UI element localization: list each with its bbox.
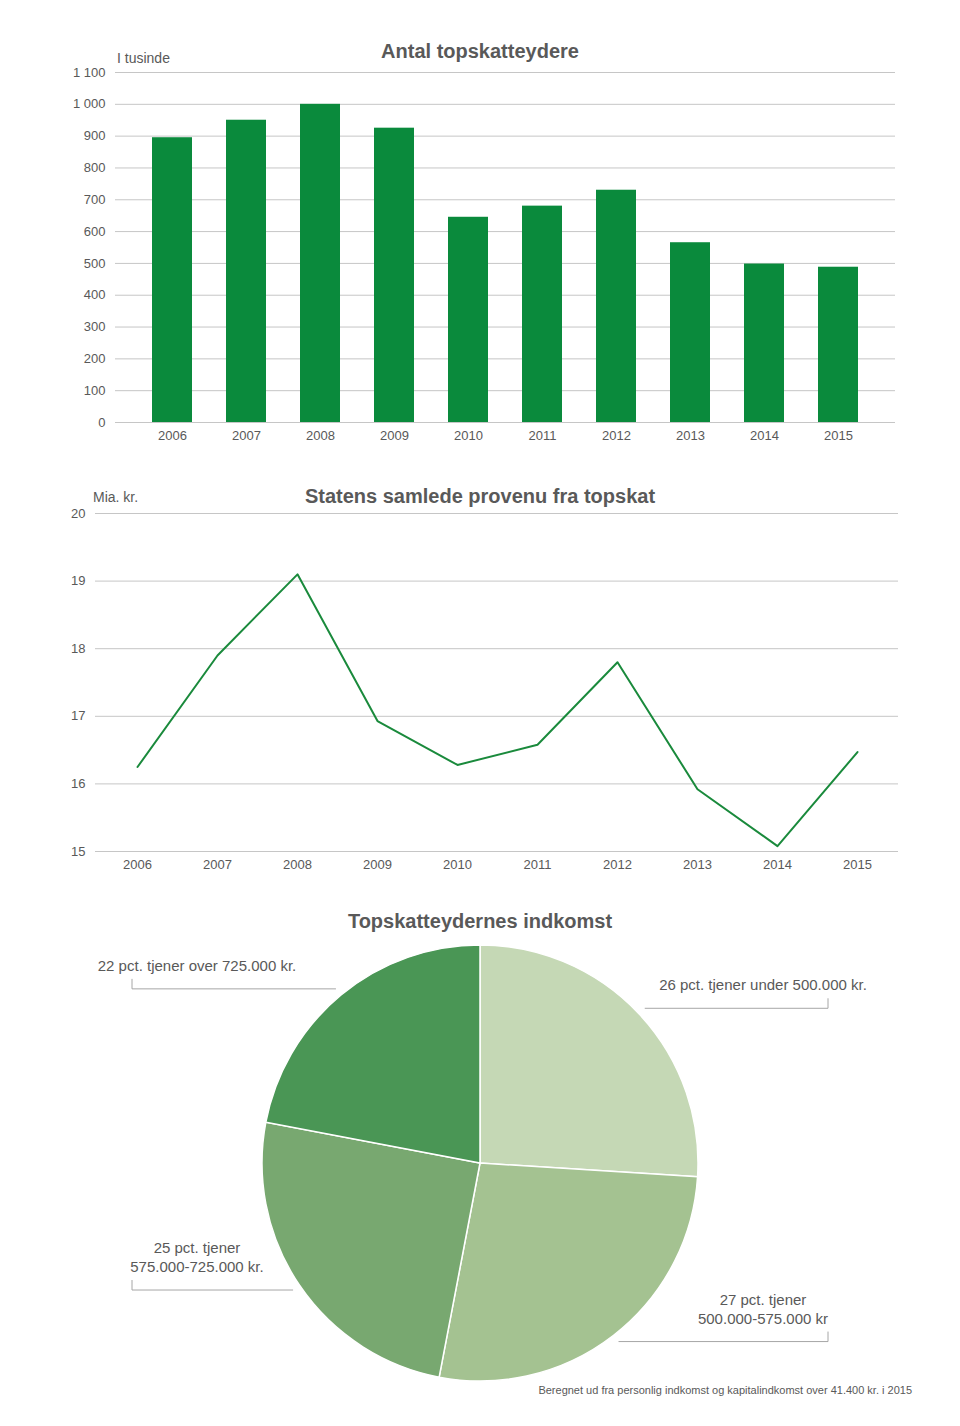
svg-text:2015: 2015 bbox=[843, 857, 872, 872]
svg-text:17: 17 bbox=[71, 708, 85, 723]
svg-text:27 pct. tjener500.000-575.000: 27 pct. tjener500.000-575.000 kr bbox=[698, 1291, 828, 1327]
svg-text:2013: 2013 bbox=[683, 857, 712, 872]
svg-text:2012: 2012 bbox=[603, 857, 632, 872]
svg-text:18: 18 bbox=[71, 641, 85, 656]
html-text:Topskatteydernes indkomst: Topskatteydernes indkomst bbox=[347, 910, 613, 932]
svg-text:2014: 2014 bbox=[763, 857, 792, 872]
svg-text:2013: 2013 bbox=[676, 428, 705, 443]
svg-text:600: 600 bbox=[84, 224, 106, 239]
svg-text:0: 0 bbox=[98, 415, 105, 430]
svg-text:2010: 2010 bbox=[454, 428, 483, 443]
svg-text:700: 700 bbox=[84, 192, 106, 207]
svg-text:900: 900 bbox=[84, 128, 106, 143]
svg-text:19: 19 bbox=[71, 573, 85, 588]
svg-text:20: 20 bbox=[71, 506, 85, 521]
svg-text:1 100: 1 100 bbox=[73, 65, 106, 80]
svg-text:2012: 2012 bbox=[602, 428, 631, 443]
svg-text:2006: 2006 bbox=[158, 428, 187, 443]
html-text:I tusinde: I tusinde bbox=[117, 50, 170, 66]
svg-text:400: 400 bbox=[84, 287, 106, 302]
svg-text:2007: 2007 bbox=[203, 857, 232, 872]
svg-text:300: 300 bbox=[84, 319, 106, 334]
html-text:Beregnet ud fra personlig indk: Beregnet ud fra personlig indkomst og ka… bbox=[538, 1384, 912, 1396]
svg-text:2006: 2006 bbox=[123, 857, 152, 872]
svg-text:26 pct. tjener under 500.000 k: 26 pct. tjener under 500.000 kr. bbox=[659, 976, 867, 993]
svg-text:15: 15 bbox=[71, 844, 85, 859]
html-text:Statens samlede provenu fra to: Statens samlede provenu fra topskat bbox=[304, 485, 655, 507]
svg-text:2014: 2014 bbox=[750, 428, 779, 443]
svg-text:100: 100 bbox=[84, 383, 106, 398]
svg-text:2015: 2015 bbox=[824, 428, 853, 443]
svg-text:2008: 2008 bbox=[306, 428, 335, 443]
svg-text:500: 500 bbox=[84, 256, 106, 271]
svg-text:22 pct. tjener over 725.000 kr: 22 pct. tjener over 725.000 kr. bbox=[98, 957, 296, 974]
svg-text:800: 800 bbox=[84, 160, 106, 175]
svg-text:2007: 2007 bbox=[232, 428, 261, 443]
html-text:Antal topskatteydere: Antal topskatteydere bbox=[381, 40, 579, 62]
svg-text:2009: 2009 bbox=[363, 857, 392, 872]
svg-text:2011: 2011 bbox=[524, 857, 552, 872]
svg-text:2010: 2010 bbox=[443, 857, 472, 872]
svg-text:2008: 2008 bbox=[283, 857, 312, 872]
html-text:Mia. kr.: Mia. kr. bbox=[93, 489, 139, 505]
svg-text:25 pct. tjener575.000-725.000: 25 pct. tjener575.000-725.000 kr. bbox=[130, 1239, 263, 1275]
svg-text:2009: 2009 bbox=[380, 428, 409, 443]
svg-text:16: 16 bbox=[71, 776, 85, 791]
svg-text:2011: 2011 bbox=[529, 428, 557, 443]
svg-text:200: 200 bbox=[84, 351, 106, 366]
svg-text:1 000: 1 000 bbox=[73, 96, 106, 111]
